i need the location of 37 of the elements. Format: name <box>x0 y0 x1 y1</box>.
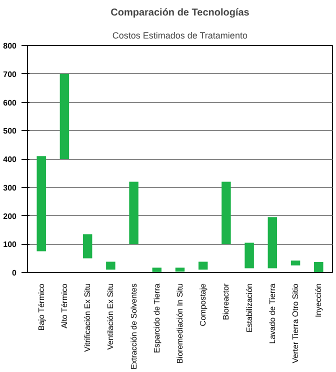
x-tick-label: Lavado de Tierra <box>268 283 277 344</box>
bar <box>152 268 162 272</box>
x-tick-label: Bioremediación In Situ <box>176 283 184 364</box>
x-tick-label: Esparcido de Tierra <box>152 283 162 354</box>
bar <box>244 242 254 268</box>
y-tick-label: 200 <box>3 212 18 221</box>
x-tick-label: Compostaje <box>198 282 208 326</box>
x-tick-label: Verter Tierra Otro Sitio <box>291 283 300 364</box>
bar <box>198 262 208 270</box>
bar <box>290 260 300 266</box>
y-tick-label: 400 <box>3 155 18 164</box>
y-tick-label: 600 <box>3 98 18 108</box>
x-tick-label: Alto Térmico <box>60 283 69 328</box>
x-tick-label: Estabilización <box>244 283 254 332</box>
chart-subtitle: Costos Estimados de Tratamiento <box>112 30 248 40</box>
x-tick-label: Bajo Térmico <box>36 283 46 331</box>
bar <box>129 182 138 244</box>
bar <box>314 262 324 272</box>
chart-title: Comparación de Tecnologías <box>110 8 250 18</box>
bar <box>175 268 185 272</box>
y-tick-label: 0 <box>12 268 18 278</box>
x-tick-label: Extracción de Solventes <box>129 283 138 370</box>
y-tick-label: 800 <box>3 42 18 50</box>
x-tick-label: Ventilación Ex Situ <box>106 283 116 350</box>
bar <box>36 156 46 252</box>
y-tick-label: 500 <box>3 126 18 136</box>
bar <box>222 182 231 244</box>
bar <box>82 234 92 258</box>
x-tick-label: Vitrificación Ex Situ <box>83 283 92 352</box>
bar <box>268 217 278 268</box>
bar <box>106 262 116 270</box>
y-tick-label: 700 <box>3 70 18 79</box>
bar <box>60 74 70 159</box>
x-tick-label: Inyección <box>314 284 324 318</box>
x-tick-label: Bioreactor <box>222 283 231 320</box>
y-tick-label: 300 <box>3 183 18 192</box>
y-tick-label: 100 <box>3 240 18 250</box>
